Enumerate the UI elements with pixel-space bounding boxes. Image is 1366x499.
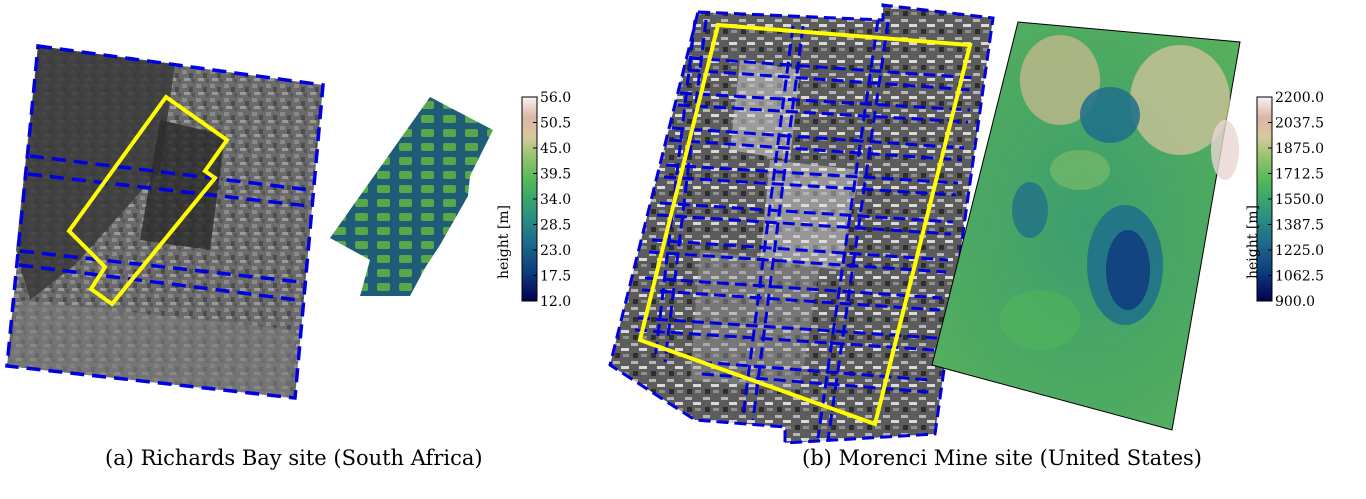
morenci-region-outline	[637, 22, 973, 427]
colorbar-a-tick-label: 23.0	[540, 243, 571, 259]
morenci-footprints	[608, 3, 995, 445]
richards-bay-height-map	[330, 97, 493, 296]
colorbar-a-tick-label: 56.0	[540, 90, 571, 106]
colorbar-a-tick-label: 12.0	[540, 294, 571, 310]
caption-b: (b) Morenci Mine site (United States)	[802, 446, 1202, 470]
colorbar-b-label: height [m]	[1245, 205, 1261, 279]
colorbar-b-tick-label: 1712.5	[1275, 167, 1324, 183]
richards-bay-satellite-image	[7, 46, 323, 398]
colorbar-a-tick-label: 50.5	[540, 116, 571, 132]
colorbar-b-tick-label: 1875.0	[1275, 141, 1324, 157]
colorbar-b-tick-label: 2200.0	[1275, 90, 1324, 106]
morenci-height-map	[931, 21, 1241, 431]
colorbar-b-tick-label: 1225.0	[1275, 243, 1324, 259]
colorbar-a-tick-label: 34.0	[540, 192, 571, 208]
colorbar-a-tick-label: 39.5	[540, 167, 571, 183]
colorbar-b-tick-label: 900.0	[1275, 294, 1315, 310]
richards-bay-footprints	[5, 44, 325, 400]
colorbar-b-ticks: 2200.0 2037.5 1875.0 1712.5 1550.0 1387.5 1225…	[1268, 90, 1324, 310]
colorbar-b-tick-label: 1387.5	[1275, 218, 1324, 234]
colorbar-a-tick-label: 17.5	[540, 269, 571, 285]
colorbar-b-tick-label: 2037.5	[1275, 116, 1324, 132]
colorbar-a-tick-label: 45.0	[540, 141, 571, 157]
colorbar-b-tick-label: 1062.5	[1275, 269, 1324, 285]
colorbar-a-tick-label: 28.5	[540, 218, 571, 234]
caption-a: (a) Richards Bay site (South Africa)	[105, 446, 483, 470]
colorbar-b-tick-label: 1550.0	[1275, 192, 1324, 208]
colorbar-a-label: height [m]	[496, 205, 512, 279]
colorbar-a-ticks: 56.0 50.5 45.0 39.5 34.0 28.5 23.0 17.5 12.0	[533, 90, 571, 310]
richards-bay-region-outline	[66, 94, 230, 307]
